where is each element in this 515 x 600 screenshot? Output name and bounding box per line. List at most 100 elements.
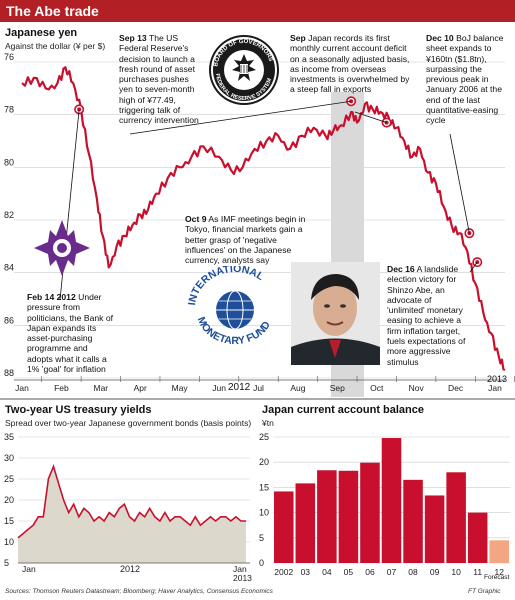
yen-y-tick-label: 86 [4, 315, 14, 325]
treasury-y-tick-label: 30 [4, 453, 14, 463]
sources-footnote: Sources: Thomson Reuters Datastream; Blo… [5, 588, 273, 595]
shinzo-abe-portrait [291, 262, 380, 365]
annotation-date: Dec 10 [426, 33, 454, 43]
yen-series-line [21, 66, 506, 372]
yen-x-tick-label: Aug [290, 383, 305, 393]
balance-x-tick-label: 11 [473, 567, 482, 577]
treasury-y-tick-label: 35 [4, 432, 14, 442]
annotation-date: Oct 9 [185, 214, 207, 224]
annotation-leader-lines [59, 100, 478, 301]
annotation-date: Sep [290, 33, 306, 43]
balance-bar [381, 438, 402, 563]
yen-x-tick-label: Nov [409, 383, 425, 393]
yen-y-tick-label: 78 [4, 105, 14, 115]
annotation-date: Dec 16 [387, 264, 415, 274]
balance-x-tick-label: 06 [365, 567, 375, 577]
balance-y-tick-label: 10 [259, 508, 269, 518]
balance-bar [360, 462, 380, 563]
yen-y-tick-label: 80 [4, 157, 14, 167]
annotation-sep13: Sep 13 The US Federal Reserve's decision… [119, 33, 199, 126]
yen-event-markers [74, 96, 483, 268]
annotation-oct9: Oct 9 As IMF meetings begin in Tokyo, fi… [185, 214, 315, 265]
balance-chart: 25 20 15 10 5 0 2002 03 04 05 06 07 08 09 10 11 12 [259, 432, 510, 577]
annotation-text: As IMF meetings begin in Tokyo, financia… [185, 214, 306, 266]
annotation-sep: Sep Japan records its first monthly curr… [290, 33, 414, 95]
annotation-leader-line [129, 100, 352, 135]
treasury-series-line [17, 463, 246, 539]
balance-x-tick-label: 05 [344, 567, 354, 577]
section-divider [0, 398, 515, 400]
balance-y-tick-label: 20 [259, 457, 269, 467]
annotation-leader-line [354, 111, 387, 123]
yen-chart-title: Japanese yen [5, 27, 78, 39]
balance-y-tick-label: 15 [259, 482, 269, 492]
treasury-y-tick-label: 20 [4, 495, 14, 505]
annotation-text: Under pressure from politicians, the Ban… [27, 292, 113, 375]
annotation-text: BoJ balance sheet expands to ¥160tn ($1.… [426, 33, 504, 126]
forecast-label: Forecast [484, 574, 510, 581]
annotation-text: A landslide election victory for Shinzo … [387, 264, 466, 367]
federal-reserve-seal-icon: BOARD OF GOVERNORS FEDERAL RESERVE SYSTE… [209, 35, 279, 105]
yen-x-tick-label: Jan [15, 383, 29, 393]
balance-bars [274, 438, 509, 563]
yen-x-tick-label: Jun [212, 383, 226, 393]
balance-bar [446, 472, 466, 563]
yen-x-tick-label: Mar [94, 383, 109, 393]
yen-x-tick-label: Feb [54, 383, 69, 393]
year-label-2012: 2012 [228, 382, 251, 393]
annotation-leader-line [469, 261, 478, 273]
treasury-x-tick-label: Jan [233, 564, 247, 574]
balance-bar [489, 540, 509, 563]
balance-chart-title: Japan current account balance [262, 404, 424, 416]
ft-graphic-credit: FT Graphic [468, 588, 501, 595]
treasury-area [18, 466, 246, 563]
annotation-text: The US Federal Reserve's decision to lau… [119, 33, 199, 126]
annotation-feb14: Feb 14 2012 Under pressure from politici… [27, 292, 113, 374]
yen-x-tick-label: Jan [488, 383, 502, 393]
page-title: The Abe trade [6, 3, 99, 19]
balance-y-tick-label: 25 [259, 432, 269, 442]
yen-grid [14, 61, 505, 379]
yen-y-tick-label: 82 [4, 210, 14, 220]
balance-x-tick-label: 10 [451, 567, 461, 577]
balance-x-tick-label: 07 [387, 567, 397, 577]
annotation-date: Feb 14 2012 [27, 292, 76, 302]
balance-y-tick-label: 5 [259, 533, 264, 543]
balance-bar [403, 479, 423, 563]
balance-bar [338, 470, 359, 563]
yen-x-tick-label: Apr [134, 383, 147, 393]
treasury-y-tick-label: 15 [4, 516, 14, 526]
balance-bar [317, 470, 337, 563]
balance-x-axis: 2002 03 04 05 06 07 08 09 10 11 12 [274, 567, 504, 577]
annotation-date: Sep 13 [119, 33, 147, 43]
yen-x-tick-label: Jul [253, 383, 264, 393]
title-bar: The Abe trade [0, 0, 515, 22]
annotation-leader-line [449, 133, 470, 234]
yen-x-axis: Jan Feb Mar Apr May Jun Jul Aug Sep Oct Nov Dec Jan [14, 376, 515, 393]
balance-x-tick-label: 09 [430, 567, 440, 577]
treasury-y-tick-label: 5 [4, 558, 9, 568]
imf-logo-icon: INTERNATIONAL MONETARY FUND [187, 266, 273, 346]
treasury-x-tick-label: Jan [22, 564, 36, 574]
treasury-chart-title: Two-year US treasury yields [5, 404, 152, 416]
balance-bar [467, 512, 488, 563]
yen-x-tick-label: Oct [370, 383, 384, 393]
balance-bar [295, 483, 316, 563]
treasury-chart-subtitle: Spread over two-year Japanese government… [5, 418, 252, 428]
balance-bar [274, 491, 294, 563]
balance-x-tick-label: 03 [301, 567, 311, 577]
balance-x-tick-label: 08 [408, 567, 418, 577]
yen-y-tick-label: 84 [4, 263, 14, 273]
yen-y-tick-label: 76 [4, 52, 14, 62]
yen-x-tick-label: Sep [330, 383, 345, 393]
annotation-text: Japan records its first monthly current … [290, 33, 410, 95]
treasury-y-axis: 35 30 25 20 15 10 5 [4, 432, 14, 568]
balance-x-tick-label: 12 [494, 567, 504, 577]
balance-x-tick-label: 2002 [274, 567, 293, 577]
treasury-y-tick-label: 25 [4, 474, 14, 484]
treasury-x-tick-label: 2013 [233, 573, 252, 583]
balance-chart-unit: ¥tn [262, 418, 274, 428]
annotation-dec10: Dec 10 BoJ balance sheet expands to ¥160… [426, 33, 510, 126]
